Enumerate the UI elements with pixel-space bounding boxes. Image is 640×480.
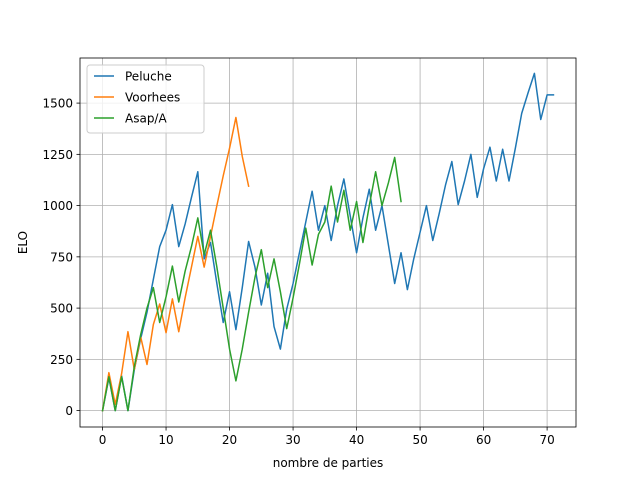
series-line-voorhees — [101, 116, 250, 412]
y-tick-label: 0 — [65, 404, 73, 418]
y-tick-label: 500 — [50, 302, 73, 316]
legend-box — [86, 64, 205, 134]
series-line-asap-a — [101, 156, 402, 412]
x-tick-label: 70 — [539, 433, 554, 447]
axes-frame — [79, 57, 577, 428]
x-tick-label: 10 — [158, 433, 173, 447]
legend-label-peluche: Peluche — [125, 70, 172, 84]
ticks: 0 10 20 30 40 50 60 70 0 250 500 750 1000 1250 1500 — [42, 97, 554, 447]
x-tick-label: 50 — [412, 433, 427, 447]
x-tick-label: 0 — [99, 433, 107, 447]
y-tick-label: 1000 — [42, 199, 73, 213]
grid — [80, 58, 576, 427]
legend-label-asap-a: Asap/A — [125, 112, 167, 126]
x-tick-label: 30 — [285, 433, 300, 447]
y-tick-label: 750 — [50, 250, 73, 264]
y-tick-label: 250 — [50, 353, 73, 367]
x-axis-label: nombre de parties — [273, 456, 384, 470]
legend: Peluche Voorhees Asap/A — [86, 64, 205, 134]
y-tick-label: 1500 — [42, 97, 73, 111]
x-tick-label: 20 — [222, 433, 237, 447]
series-layer — [101, 72, 555, 412]
series-line-peluche — [101, 72, 555, 412]
y-axis-label: ELO — [16, 231, 30, 254]
x-tick-label: 40 — [349, 433, 364, 447]
x-tick-label: 60 — [476, 433, 491, 447]
legend-label-voorhees: Voorhees — [125, 91, 180, 105]
y-tick-label: 1250 — [42, 148, 73, 162]
